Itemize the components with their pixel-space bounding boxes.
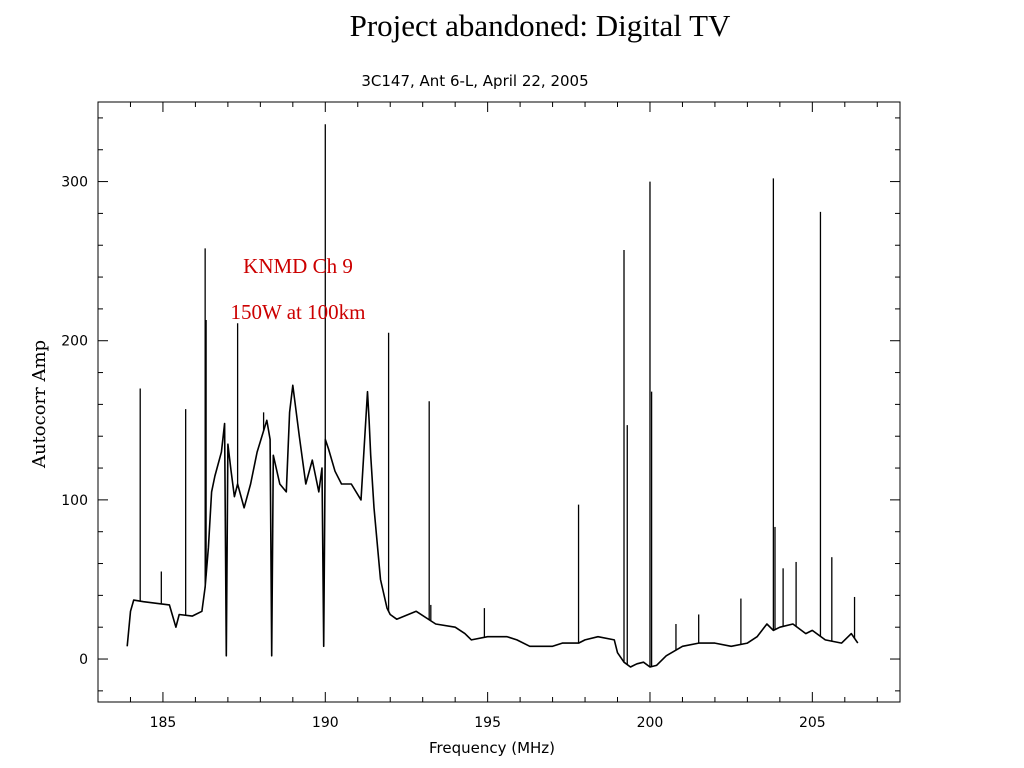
chart-title: 3C147, Ant 6-L, April 22, 2005 xyxy=(361,72,588,90)
annotation-station: KNMD Ch 9 xyxy=(243,254,353,278)
tick-labels: 185 190 195 200 205 0 100 200 300 xyxy=(61,175,825,731)
x-tick-label: 185 xyxy=(150,715,177,731)
y-tick-label: 100 xyxy=(61,493,88,509)
y-tick-label: 200 xyxy=(61,334,88,350)
data-marks xyxy=(126,124,859,668)
x-tick-label: 190 xyxy=(312,715,339,731)
slide-title: Project abandoned: Digital TV xyxy=(349,8,731,43)
annotation-power: 150W at 100km xyxy=(231,300,366,324)
y-tick-label: 300 xyxy=(61,175,88,191)
y-axis-label: Autocorr Amp xyxy=(29,340,50,469)
x-tick-label: 205 xyxy=(799,715,826,731)
plot-frame xyxy=(97,101,901,703)
y-tick-label: 0 xyxy=(79,652,88,668)
axis-ticks xyxy=(97,102,900,702)
x-axis-label: Frequency (MHz) xyxy=(429,739,555,757)
series-line-0 xyxy=(126,384,859,668)
x-tick-label: 195 xyxy=(474,715,501,731)
x-tick-label: 200 xyxy=(637,715,664,731)
